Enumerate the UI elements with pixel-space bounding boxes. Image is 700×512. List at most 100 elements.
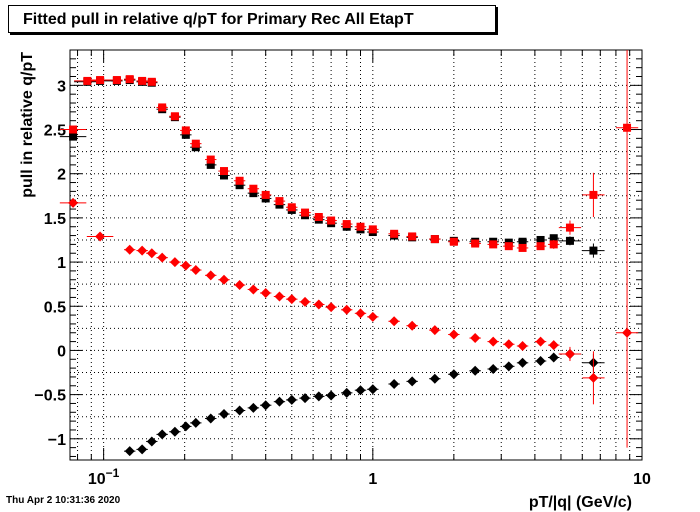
data-point-square <box>170 112 179 121</box>
data-point-square <box>408 232 417 241</box>
data-point-diamond <box>407 376 418 387</box>
data-point-diamond <box>169 426 180 437</box>
data-point-square <box>449 237 458 246</box>
data-point-diamond <box>313 299 324 310</box>
data-point-diamond <box>429 325 440 336</box>
data-point-square <box>206 160 215 169</box>
data-point-diamond <box>341 387 352 398</box>
data-point-diamond <box>274 396 285 407</box>
data-point-diamond <box>205 270 216 281</box>
data-point-diamond <box>488 363 499 374</box>
data-point-diamond <box>205 413 216 424</box>
data-point-diamond <box>234 405 245 416</box>
data-point-diamond <box>389 379 400 390</box>
data-point-diamond <box>190 265 201 276</box>
data-point-diamond <box>367 311 378 322</box>
data-point-diamond <box>503 339 514 350</box>
data-point-diamond <box>234 280 245 291</box>
data-point-diamond <box>588 372 599 383</box>
data-point-square <box>69 125 78 134</box>
data-point-square <box>368 225 377 234</box>
y-axis-title: pull in relative q/pT <box>19 52 36 198</box>
data-point-diamond <box>286 394 297 405</box>
data-point-diamond <box>313 391 324 402</box>
y-tick-label: 1.5 <box>44 211 66 228</box>
data-point-diamond <box>124 446 135 457</box>
y-tick-label: 2 <box>57 167 66 184</box>
data-point-diamond <box>146 248 157 259</box>
data-point-diamond <box>517 341 528 352</box>
data-point-diamond <box>260 287 271 298</box>
data-point-square <box>235 181 244 190</box>
timestamp: Thu Apr 2 10:31:36 2020 <box>6 495 121 506</box>
data-point-square <box>147 77 156 86</box>
data-point-square <box>275 197 284 206</box>
data-point-square <box>83 76 92 85</box>
data-point-square <box>112 76 121 85</box>
data-point-diamond <box>622 327 633 338</box>
data-point-diamond <box>341 304 352 315</box>
x-tick-label: 10−1 <box>88 466 120 488</box>
data-point-square <box>565 223 574 232</box>
data-point-diamond <box>286 294 297 305</box>
data-point-square <box>471 239 480 248</box>
data-point-square <box>138 76 147 85</box>
y-tick-label: 3 <box>57 78 66 95</box>
data-point-diamond <box>169 257 180 268</box>
data-point-diamond <box>68 197 79 208</box>
data-point-diamond <box>355 385 366 396</box>
data-point-square <box>158 103 167 112</box>
data-point-diamond <box>535 356 546 367</box>
data-point-diamond <box>124 244 135 255</box>
data-point-diamond <box>218 274 229 285</box>
data-point-diamond <box>326 302 337 313</box>
data-point-square <box>69 132 78 141</box>
data-point-square <box>489 240 498 249</box>
data-point-diamond <box>355 308 366 319</box>
data-point-square <box>549 240 558 249</box>
data-point-square <box>327 216 336 225</box>
data-point-square <box>518 243 527 252</box>
data-point-diamond <box>535 336 546 347</box>
data-point-diamond <box>95 231 106 242</box>
data-point-diamond <box>218 409 229 420</box>
data-point-square <box>518 237 527 246</box>
x-axis-title: pT/|q| (GeV/c) <box>529 494 632 511</box>
plot-frame <box>69 49 643 461</box>
data-point-diamond <box>190 417 201 428</box>
data-point-square <box>536 242 545 251</box>
data-point-square <box>219 167 228 176</box>
data-point-diamond <box>157 252 168 263</box>
data-point-diamond <box>448 369 459 380</box>
data-point-diamond <box>448 329 459 340</box>
data-point-square <box>342 220 351 229</box>
data-point-square <box>219 171 228 180</box>
data-point-diamond <box>564 348 575 359</box>
data-point-diamond <box>367 384 378 395</box>
data-point-diamond <box>470 333 481 344</box>
data-point-square <box>390 229 399 238</box>
data-point-diamond <box>548 352 559 363</box>
data-point-diamond <box>260 400 271 411</box>
data-point-diamond <box>157 429 168 440</box>
y-tick-label: −1 <box>48 432 66 449</box>
data-point-diamond <box>503 361 514 372</box>
data-point-diamond <box>389 316 400 327</box>
y-tick-label: −0.5 <box>34 388 66 405</box>
data-point-square <box>536 235 545 244</box>
data-point-diamond <box>470 365 481 376</box>
data-point-diamond <box>517 357 528 368</box>
data-point-diamond <box>146 436 157 447</box>
data-point-square <box>181 126 190 135</box>
y-tick-label: 0.5 <box>44 299 66 316</box>
data-point-square <box>235 176 244 185</box>
data-point-diamond <box>548 340 559 351</box>
data-point-diamond <box>137 444 148 455</box>
data-point-square <box>249 189 258 198</box>
data-point-diamond <box>248 402 259 413</box>
data-point-diamond <box>300 393 311 404</box>
data-point-diamond <box>488 336 499 347</box>
data-point-square <box>191 139 200 148</box>
data-point-diamond <box>137 245 148 256</box>
